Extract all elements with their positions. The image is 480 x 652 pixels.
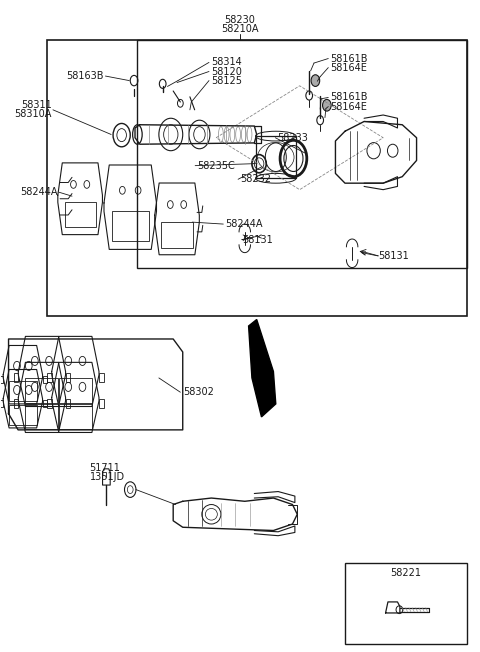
- Text: 58131: 58131: [378, 251, 409, 261]
- Bar: [47, 399, 52, 408]
- Bar: [13, 399, 18, 408]
- Bar: [255, 136, 296, 178]
- Circle shape: [323, 99, 331, 111]
- Text: 58244A: 58244A: [226, 219, 263, 229]
- Text: 58164E: 58164E: [331, 102, 368, 111]
- Bar: [43, 400, 48, 408]
- Polygon shape: [249, 319, 276, 417]
- Bar: [137, 40, 467, 267]
- Bar: [161, 222, 192, 248]
- Bar: [59, 404, 92, 429]
- Text: 58125: 58125: [211, 76, 242, 85]
- Text: 58235C: 58235C: [197, 160, 235, 171]
- Text: 58131: 58131: [242, 235, 273, 244]
- Text: 58221: 58221: [391, 568, 421, 578]
- Text: 58210A: 58210A: [221, 23, 259, 34]
- Text: 58230: 58230: [225, 14, 255, 25]
- Text: 58232: 58232: [240, 174, 271, 185]
- Bar: [99, 373, 104, 382]
- Text: 58302: 58302: [183, 387, 214, 397]
- Text: 58233: 58233: [277, 133, 308, 143]
- Bar: [25, 378, 59, 403]
- Bar: [64, 202, 96, 228]
- Bar: [13, 373, 18, 382]
- Text: 58311: 58311: [21, 100, 51, 110]
- Circle shape: [311, 75, 320, 87]
- Text: 1351JD: 1351JD: [90, 471, 125, 482]
- Bar: [47, 373, 52, 382]
- Text: 58163B: 58163B: [67, 71, 104, 81]
- Bar: [66, 373, 71, 382]
- Text: 58120: 58120: [211, 67, 242, 76]
- Bar: [99, 399, 104, 408]
- Bar: [345, 563, 467, 644]
- Text: 58164E: 58164E: [331, 63, 368, 72]
- Text: 58314: 58314: [211, 57, 242, 67]
- Bar: [66, 399, 71, 408]
- Bar: [0, 376, 3, 383]
- Bar: [43, 376, 48, 383]
- Bar: [59, 378, 92, 403]
- Text: 58161B: 58161B: [331, 93, 368, 102]
- Text: 58244A: 58244A: [20, 187, 58, 198]
- Bar: [112, 211, 149, 241]
- Text: 58161B: 58161B: [331, 53, 368, 63]
- Bar: [9, 381, 36, 401]
- Bar: [9, 404, 36, 425]
- Text: 51711: 51711: [90, 462, 120, 473]
- Bar: [47, 40, 467, 316]
- Bar: [0, 400, 3, 408]
- Bar: [25, 404, 59, 429]
- Text: 58310A: 58310A: [14, 110, 51, 119]
